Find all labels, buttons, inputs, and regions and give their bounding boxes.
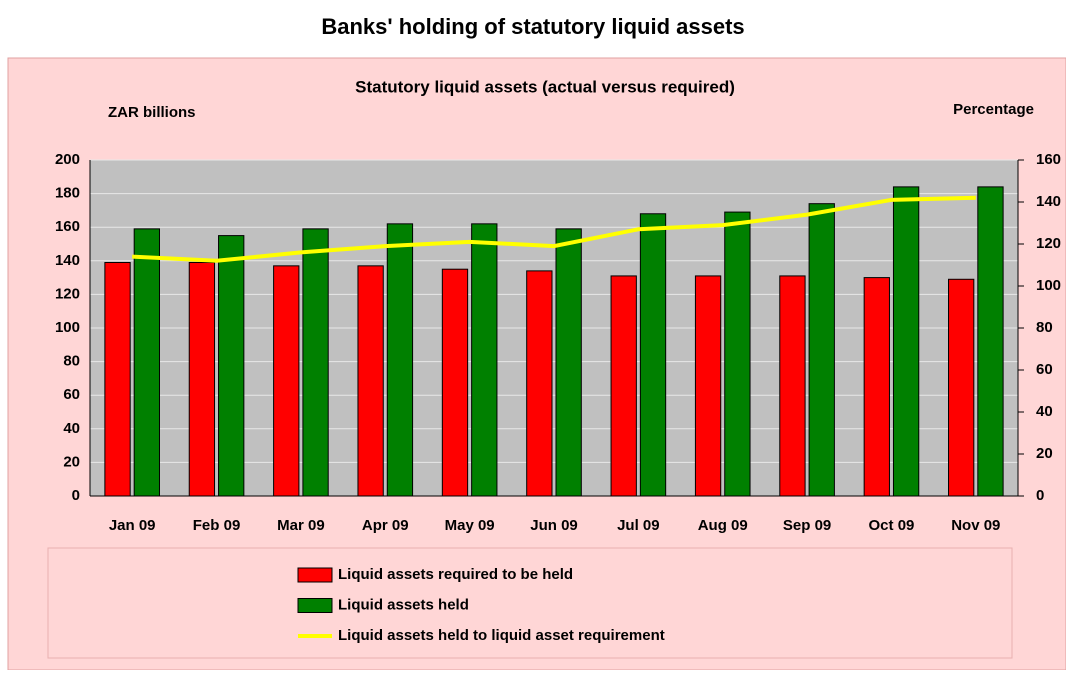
y-tick-label: 200 (55, 151, 80, 168)
bar (863, 277, 890, 497)
bar (639, 213, 667, 497)
y2-tick-label: 40 (1036, 403, 1053, 420)
x-tick-label: Apr 09 (362, 517, 409, 534)
y2-tick-label: 60 (1036, 361, 1053, 378)
x-tick-label: Jul 09 (617, 517, 660, 534)
y2-tick-label: 20 (1036, 445, 1053, 462)
bar (386, 223, 414, 497)
y-tick-label: 140 (55, 252, 80, 269)
bar (892, 186, 920, 497)
x-tick-label: Feb 09 (193, 517, 241, 534)
y-tick-label: 40 (63, 420, 80, 437)
x-tick-label: Jan 09 (109, 517, 156, 534)
bar (808, 203, 835, 497)
x-tick-label: Nov 09 (951, 517, 1000, 534)
y2-tick-label: 0 (1036, 487, 1044, 504)
y2-tick-label: 100 (1036, 277, 1061, 294)
bar (273, 265, 300, 497)
x-tick-label: May 09 (445, 517, 495, 534)
bar (104, 261, 131, 497)
legend-swatch (297, 567, 333, 583)
y2-axis-label: Percentage (953, 101, 1034, 118)
y2-tick-label: 160 (1036, 151, 1061, 168)
bar (610, 275, 637, 497)
bar (188, 261, 216, 497)
y-tick-label: 180 (55, 185, 80, 202)
legend-label: Liquid assets held (338, 596, 469, 613)
bar (724, 211, 751, 497)
bar (526, 270, 553, 497)
chart-title: Banks' holding of statutory liquid asset… (321, 14, 744, 39)
x-tick-label: Jun 09 (530, 517, 578, 534)
line (132, 195, 976, 263)
bar (218, 235, 245, 497)
y-tick-label: 100 (55, 319, 80, 336)
chart-subtitle: Statutory liquid assets (actual versus r… (355, 77, 735, 96)
bar (357, 265, 384, 497)
y2-tick-label: 120 (1036, 235, 1061, 252)
x-tick-label: Sep 09 (783, 517, 831, 534)
y-tick-label: 120 (55, 285, 80, 302)
bar (977, 186, 1004, 497)
y2-tick-label: 140 (1036, 193, 1061, 210)
x-tick-label: Aug 09 (698, 517, 748, 534)
y-axis-label: ZAR billions (108, 104, 196, 121)
bar (302, 228, 329, 497)
legend-swatch (297, 598, 333, 613)
bar (694, 275, 722, 497)
legend-label: Liquid assets held to liquid asset requi… (338, 627, 665, 644)
legend-label: Liquid assets required to be held (338, 566, 573, 583)
y-tick-label: 60 (63, 386, 80, 403)
bar (133, 228, 160, 497)
y-tick-label: 0 (72, 487, 80, 504)
y-tick-label: 80 (63, 353, 80, 370)
legend (47, 547, 1013, 659)
y2-tick-label: 80 (1036, 319, 1053, 336)
bar (471, 223, 498, 497)
y-tick-label: 20 (63, 453, 80, 470)
x-tick-label: Mar 09 (277, 517, 325, 534)
bar (555, 228, 582, 497)
bar (779, 275, 806, 497)
bar (948, 278, 975, 497)
y-tick-label: 160 (55, 218, 80, 235)
bar (441, 268, 469, 497)
x-tick-label: Oct 09 (869, 517, 915, 534)
